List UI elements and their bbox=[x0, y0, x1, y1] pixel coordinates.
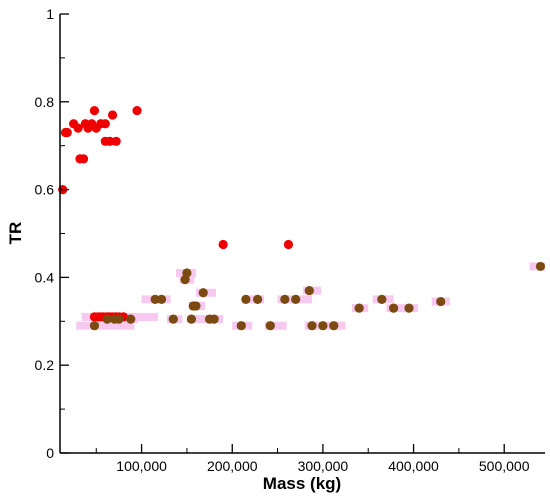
brown-data-point bbox=[209, 314, 219, 324]
brown-data-point bbox=[186, 314, 197, 324]
brown-data-point bbox=[198, 288, 208, 298]
y-tick-label: 1 bbox=[46, 6, 54, 22]
brown-data-point bbox=[126, 314, 136, 324]
brown-data-point bbox=[280, 294, 290, 304]
brown-data-point bbox=[102, 314, 112, 324]
brown-data-point bbox=[304, 285, 314, 296]
brown-data-point bbox=[354, 303, 364, 313]
red-data-point bbox=[283, 239, 294, 250]
brown-data-point bbox=[253, 294, 263, 304]
y-tick-label: 0.2 bbox=[35, 357, 55, 373]
x-tick-label: 500,000 bbox=[479, 458, 530, 474]
red-data-point bbox=[100, 119, 110, 129]
brown-data-point bbox=[150, 294, 160, 304]
brown-data-point bbox=[291, 294, 301, 304]
red-data-point bbox=[73, 123, 83, 133]
brown-data-point bbox=[236, 321, 246, 331]
red-data-point bbox=[132, 105, 142, 116]
x-tick-label: 300,000 bbox=[298, 458, 349, 474]
x-ticks: 100,000 200,000 300,000 400,000 500,000 bbox=[95, 444, 530, 474]
brown-data-point bbox=[114, 314, 124, 324]
y-tick-label: 0.8 bbox=[35, 94, 55, 110]
y-tick-label: 0 bbox=[46, 445, 54, 461]
x-tick-label: 100,000 bbox=[116, 458, 167, 474]
brown-data-point bbox=[241, 294, 251, 304]
y-axis-title: TR bbox=[6, 222, 25, 245]
brown-data-point bbox=[168, 314, 178, 324]
y-tick-label: 0.6 bbox=[35, 182, 55, 198]
y-ticks: 0 0.2 0.4 0.6 0.8 1 bbox=[35, 6, 69, 461]
brown-data-point bbox=[182, 268, 192, 278]
brown-data-point bbox=[89, 321, 100, 331]
red-data-point bbox=[111, 136, 121, 146]
brown-data-point bbox=[318, 321, 328, 331]
points-layer bbox=[58, 105, 546, 331]
brown-data-point bbox=[535, 261, 546, 272]
red-data-point bbox=[62, 127, 72, 138]
pink-band-layer bbox=[76, 262, 545, 330]
x-axis-title: Mass (kg) bbox=[263, 474, 341, 493]
x-tick-label: 400,000 bbox=[388, 458, 439, 474]
red-data-point bbox=[105, 136, 115, 146]
brown-data-point bbox=[389, 303, 399, 313]
y-tick-label: 0.4 bbox=[35, 269, 55, 285]
red-data-point bbox=[78, 154, 89, 164]
pink-band bbox=[76, 321, 135, 330]
brown-data-point bbox=[265, 321, 275, 331]
brown-data-point bbox=[377, 294, 387, 304]
pink-band bbox=[264, 321, 287, 330]
red-data-point bbox=[107, 110, 118, 120]
red-data-point bbox=[218, 239, 228, 250]
brown-data-point bbox=[329, 321, 339, 331]
brown-data-point bbox=[436, 296, 446, 307]
brown-data-point bbox=[307, 321, 317, 331]
brown-data-point bbox=[404, 303, 414, 313]
x-tick-label: 200,000 bbox=[207, 458, 258, 474]
brown-data-point bbox=[156, 294, 167, 304]
red-data-point bbox=[89, 105, 100, 116]
brown-data-point bbox=[191, 301, 201, 311]
